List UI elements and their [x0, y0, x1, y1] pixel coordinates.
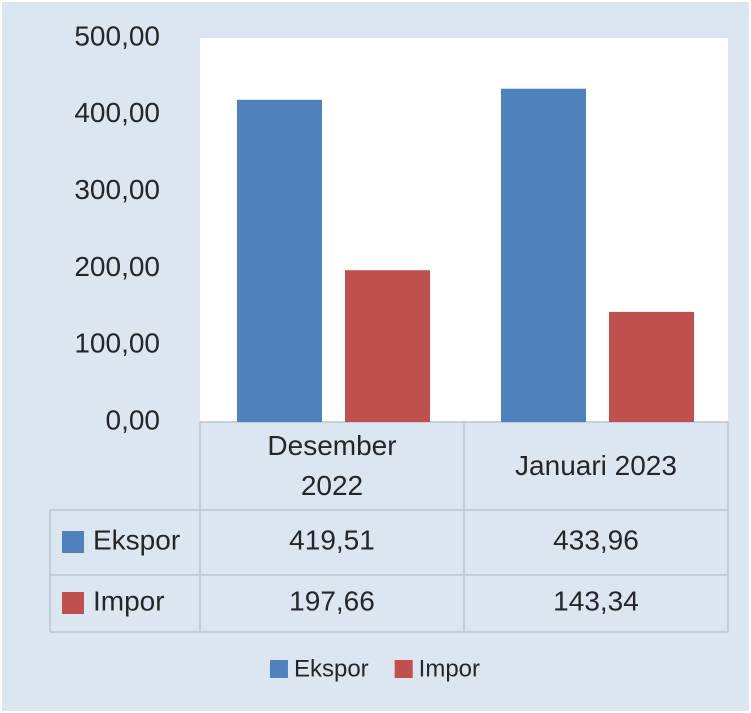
legend-label: Ekspor — [294, 655, 369, 682]
table-row-header: Ekspor — [93, 524, 180, 555]
table-value: 419,51 — [289, 524, 375, 555]
category-cell: Desember 2022 — [200, 422, 464, 510]
legend-key — [62, 531, 84, 553]
legend-label: Impor — [419, 655, 480, 682]
bar — [501, 88, 586, 422]
y-tick-label: 400,00 — [74, 97, 160, 128]
table-value: 197,66 — [289, 585, 375, 616]
legend-key — [394, 660, 413, 678]
category-cell: Januari 2023 — [464, 422, 728, 510]
bar — [237, 99, 322, 423]
bar — [345, 270, 430, 422]
x-tick-label: Januari 2023 — [515, 450, 677, 481]
table-value: 433,96 — [553, 524, 639, 555]
legend-key — [269, 660, 288, 678]
x-tick-label: Desember 2022 — [267, 430, 397, 501]
bar — [609, 311, 694, 422]
y-tick-label: 300,00 — [74, 174, 160, 205]
y-tick-label: 0,00 — [106, 404, 161, 435]
legend-key — [62, 592, 84, 614]
table-value: 143,34 — [553, 585, 639, 616]
y-tick-label: 100,00 — [74, 328, 160, 359]
table-row-header: Impor — [93, 585, 165, 616]
y-tick-label: 200,00 — [74, 251, 160, 282]
y-tick-label: 500,00 — [74, 20, 160, 51]
